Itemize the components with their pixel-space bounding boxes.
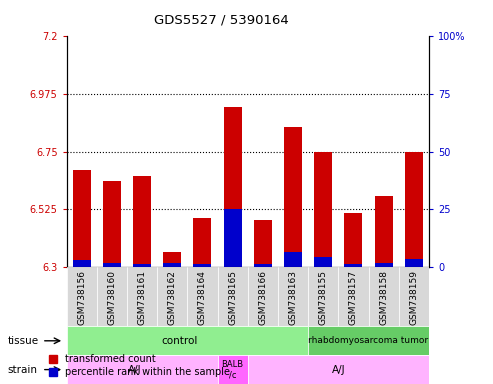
Bar xyxy=(103,181,121,267)
Bar xyxy=(344,213,362,267)
Bar xyxy=(103,263,121,267)
Text: GDS5527 / 5390164: GDS5527 / 5390164 xyxy=(154,13,289,26)
Bar xyxy=(72,260,91,267)
Bar xyxy=(308,267,338,326)
Bar xyxy=(375,263,392,267)
Bar xyxy=(67,267,97,326)
Bar xyxy=(405,152,423,267)
Text: GSM738155: GSM738155 xyxy=(318,270,328,325)
Bar xyxy=(254,220,272,267)
Bar xyxy=(314,152,332,267)
Bar xyxy=(67,355,217,384)
Bar xyxy=(67,326,308,355)
Bar xyxy=(72,170,91,267)
Text: tissue: tissue xyxy=(7,336,38,346)
Text: GSM738165: GSM738165 xyxy=(228,270,237,325)
Text: GSM738164: GSM738164 xyxy=(198,270,207,325)
Bar xyxy=(133,176,151,267)
Bar xyxy=(193,264,211,267)
Bar xyxy=(127,267,157,326)
Bar xyxy=(157,267,187,326)
Text: GSM738159: GSM738159 xyxy=(409,270,419,325)
Text: GSM738158: GSM738158 xyxy=(379,270,388,325)
Text: A/J: A/J xyxy=(331,364,345,375)
Bar xyxy=(187,267,217,326)
Bar xyxy=(248,267,278,326)
Bar xyxy=(223,107,242,267)
Bar xyxy=(163,252,181,267)
Legend: transformed count, percentile rank within the sample: transformed count, percentile rank withi… xyxy=(49,354,230,377)
Bar xyxy=(248,355,429,384)
Bar xyxy=(344,264,362,267)
Bar xyxy=(133,264,151,267)
Text: GSM738156: GSM738156 xyxy=(77,270,86,325)
Bar xyxy=(97,267,127,326)
Bar xyxy=(405,259,423,267)
Text: control: control xyxy=(162,336,198,346)
Bar xyxy=(308,326,429,355)
Text: GSM738157: GSM738157 xyxy=(349,270,358,325)
Bar xyxy=(254,264,272,267)
Text: rhabdomyosarcoma tumor: rhabdomyosarcoma tumor xyxy=(309,336,428,345)
Text: BALB
/c: BALB /c xyxy=(221,360,244,379)
Bar xyxy=(163,263,181,267)
Text: A/J: A/J xyxy=(128,364,141,375)
Bar xyxy=(278,267,308,326)
Text: GSM738162: GSM738162 xyxy=(168,270,177,325)
Bar xyxy=(217,355,247,384)
Bar xyxy=(399,267,429,326)
Bar xyxy=(375,197,392,267)
Text: GSM738160: GSM738160 xyxy=(107,270,116,325)
Bar xyxy=(314,257,332,267)
Bar xyxy=(368,267,399,326)
Bar xyxy=(193,218,211,267)
Text: GSM738163: GSM738163 xyxy=(288,270,298,325)
Bar xyxy=(338,267,368,326)
Text: GSM738161: GSM738161 xyxy=(138,270,146,325)
Bar xyxy=(284,252,302,267)
Bar xyxy=(217,267,247,326)
Bar xyxy=(284,127,302,267)
Text: strain: strain xyxy=(7,364,37,375)
Text: GSM738166: GSM738166 xyxy=(258,270,267,325)
Bar xyxy=(223,209,242,267)
